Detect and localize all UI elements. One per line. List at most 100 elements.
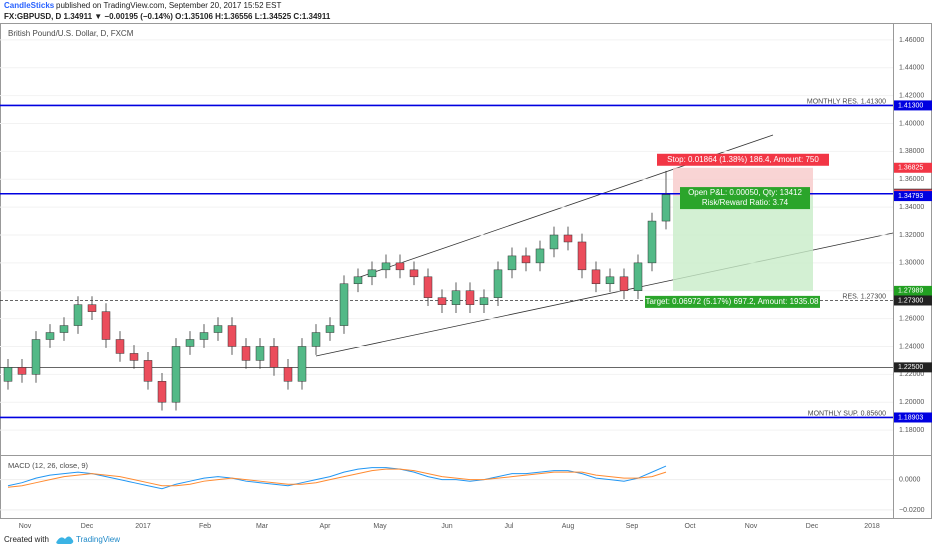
y-tick-label: 1.38000 bbox=[899, 148, 924, 155]
x-tick-label: Sep bbox=[626, 523, 639, 530]
y-tick-label: 1.36000 bbox=[899, 176, 924, 183]
price-tag bbox=[894, 191, 932, 202]
candle-body bbox=[605, 276, 615, 285]
x-tick-label: Jun bbox=[441, 523, 452, 530]
x-tick-label: Dec bbox=[806, 523, 819, 530]
x-tick-label: Nov bbox=[19, 523, 32, 530]
x-tick-label: Jul bbox=[505, 523, 514, 530]
price-tag bbox=[894, 100, 932, 111]
candle-body bbox=[129, 353, 139, 361]
y-tick-label: 1.18000 bbox=[899, 427, 924, 434]
candle-body bbox=[269, 346, 279, 368]
candle-body bbox=[255, 346, 265, 361]
target-zone bbox=[673, 196, 813, 291]
target-bg bbox=[645, 295, 820, 308]
x-tick-label: 2017 bbox=[135, 523, 151, 530]
candle-body bbox=[87, 304, 97, 312]
candle-body bbox=[199, 332, 209, 340]
x-tick-label: 2018 bbox=[864, 523, 880, 530]
candle-body bbox=[381, 262, 391, 271]
candle-body bbox=[549, 234, 559, 250]
stop-label-bg bbox=[657, 153, 829, 166]
candle-body bbox=[73, 304, 83, 326]
candle-body bbox=[395, 262, 405, 271]
y-tick-label: 1.24000 bbox=[899, 343, 924, 350]
candle-body bbox=[283, 367, 293, 382]
candle-body bbox=[45, 332, 55, 340]
candle-body bbox=[661, 194, 671, 222]
macd-line bbox=[7, 465, 667, 490]
price-tag bbox=[894, 412, 932, 423]
x-tick-label: Feb bbox=[199, 523, 211, 530]
candle-body bbox=[311, 332, 321, 347]
level-label: MONTHLY SUP. 0.85600 bbox=[808, 410, 886, 417]
price-tag-label: 1.36825 bbox=[898, 165, 923, 172]
macd-line bbox=[7, 468, 667, 488]
candle-body bbox=[3, 367, 13, 382]
candle-body bbox=[619, 276, 629, 291]
quote: FX:GBPUSD, D 1.34911 ▼ −0.00195 (−0.14%)… bbox=[4, 12, 331, 21]
x-tick-label: Oct bbox=[685, 523, 696, 530]
x-tick-label: Dec bbox=[81, 523, 94, 530]
instrument: British Pound/U.S. Dollar, D, FXCM bbox=[8, 29, 134, 38]
candle-body bbox=[185, 339, 195, 347]
candle-body bbox=[507, 255, 517, 271]
candle-body bbox=[437, 297, 447, 305]
candle-body bbox=[227, 325, 237, 347]
x-tick-label: Apr bbox=[320, 523, 332, 530]
level-label: MONTHLY RES. 1.41300 bbox=[807, 98, 886, 105]
candle-body bbox=[465, 290, 475, 305]
price-tag-label: 1.18903 bbox=[898, 414, 923, 421]
price-tag-label: 1.27989 bbox=[898, 288, 923, 295]
price-tag bbox=[894, 362, 932, 373]
y-tick-label: 1.44000 bbox=[899, 65, 924, 72]
level-label: RES. 1.27300 bbox=[842, 293, 886, 300]
pnl-bg bbox=[680, 187, 810, 210]
candle-body bbox=[577, 241, 587, 271]
y-tick-label: 1.42000 bbox=[899, 93, 924, 100]
candle-body bbox=[325, 325, 335, 333]
rr-label: Risk/Reward Ratio: 3.74 bbox=[702, 198, 789, 207]
y-tick-label: 0.0000 bbox=[899, 477, 921, 484]
candle-body bbox=[633, 262, 643, 291]
author[interactable]: CandleSticks bbox=[4, 1, 55, 10]
candle-body bbox=[17, 367, 27, 375]
y-tick-label: 1.34000 bbox=[899, 204, 924, 211]
price-tag-label: 1.41300 bbox=[898, 102, 923, 109]
candle-body bbox=[241, 346, 251, 361]
price-tag bbox=[894, 295, 932, 306]
candle-body bbox=[451, 290, 461, 305]
candle-body bbox=[479, 297, 489, 305]
candle-body bbox=[591, 269, 601, 285]
price-tag-label: 1.27300 bbox=[898, 297, 923, 304]
x-tick-label: Mar bbox=[256, 523, 269, 530]
y-tick-label: 1.26000 bbox=[899, 315, 924, 322]
candle-body bbox=[409, 269, 419, 278]
brand[interactable]: TradingView bbox=[76, 535, 120, 544]
candle-body bbox=[339, 283, 349, 326]
stop-label: Stop: 0.01864 (1.38%) 186.4, Amount: 750 bbox=[667, 155, 819, 164]
candle-body bbox=[171, 346, 181, 403]
candle-body bbox=[367, 269, 377, 278]
candle-body bbox=[157, 381, 167, 403]
macd-title: MACD (12, 26, close, 9) bbox=[8, 461, 89, 470]
pnl-label: Open P&L: 0.00050, Qty: 13412 bbox=[688, 188, 802, 197]
published: published on TradingView.com, September … bbox=[56, 1, 281, 10]
x-tick-label: Nov bbox=[745, 523, 758, 530]
candle-body bbox=[563, 234, 573, 243]
y-tick-label: −0.0200 bbox=[899, 507, 925, 514]
candle-body bbox=[115, 339, 125, 354]
y-tick-label: 1.30000 bbox=[899, 260, 924, 267]
candle-body bbox=[493, 269, 503, 298]
candle-body bbox=[535, 248, 545, 264]
candle-body bbox=[521, 255, 531, 264]
x-tick-label: May bbox=[373, 523, 387, 530]
y-tick-label: 1.46000 bbox=[899, 37, 924, 44]
created-with: Created with bbox=[4, 535, 49, 544]
price-tag-label: 1.34793 bbox=[898, 193, 923, 200]
candle-body bbox=[59, 325, 69, 333]
price-tag bbox=[894, 162, 932, 173]
candle-body bbox=[297, 346, 307, 382]
candle-body bbox=[31, 339, 41, 375]
